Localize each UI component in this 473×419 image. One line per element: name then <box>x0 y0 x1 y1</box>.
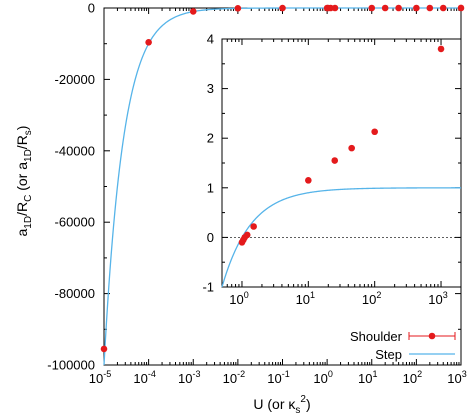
inset-y-tick-label: -1 <box>202 280 214 295</box>
inset-shoulder-point <box>371 128 378 136</box>
main-x-tick-label: 101 <box>358 369 377 386</box>
inset-y-tick-label: 2 <box>207 131 214 146</box>
main-x-tick-label: 10-3 <box>178 369 200 386</box>
main-x-tick-label: 102 <box>403 369 422 386</box>
inset-x-tick-label: 102 <box>362 290 381 307</box>
inset-step-line <box>221 187 462 288</box>
main-shoulder-point <box>100 345 108 353</box>
y-axis-label: a1D/RC (or a1D/Rs) <box>14 126 34 237</box>
main-y-axis: 0 -20000 -40000 -60000 -80000 -100000 <box>47 1 461 373</box>
inset-x-tick-label: 103 <box>428 290 447 307</box>
main-y-tick-label: -40000 <box>55 143 95 158</box>
inset-step-curve <box>221 187 462 288</box>
inset-y-axis: -1 0 1 2 3 4 <box>202 32 461 295</box>
inset-y-tick-label: 3 <box>207 81 214 96</box>
main-shoulder-point <box>457 4 465 12</box>
inset-shoulder-point <box>305 177 312 184</box>
main-shoulder-point <box>395 4 402 12</box>
inset-shoulder-point <box>331 157 339 164</box>
inset-shoulder-point <box>243 231 251 239</box>
inset-x-tick-label: 101 <box>296 290 315 307</box>
main-shoulder-point <box>234 5 242 12</box>
main-shoulder-points <box>100 4 465 353</box>
x-axis-label: U (or κs2) <box>253 394 310 416</box>
legend-shoulder-label: Shoulder <box>350 329 403 344</box>
main-x-tick-label: 10-4 <box>133 369 155 386</box>
legend-shoulder-marker <box>428 332 436 340</box>
main-shoulder-point <box>426 4 434 12</box>
inset-frame <box>221 38 462 288</box>
inset-plot <box>221 38 462 288</box>
main-x-tick-label: 103 <box>447 369 466 386</box>
main-y-tick-label: -100000 <box>47 358 95 373</box>
inset-shoulder-points <box>238 45 445 246</box>
inset-y-tick-label: 0 <box>207 230 214 245</box>
main-x-tick-label: 10-2 <box>223 369 245 386</box>
legend: Shoulder Step <box>350 329 456 362</box>
main-shoulder-point <box>145 38 152 46</box>
main-shoulder-point <box>368 4 376 12</box>
main-y-tick-label: -20000 <box>55 72 95 87</box>
main-shoulder-point <box>331 4 339 12</box>
inset-shoulder-point <box>348 144 355 152</box>
inset-y-tick-label: 1 <box>207 180 214 195</box>
main-y-tick-label: 0 <box>88 1 95 16</box>
inset-shoulder-point <box>250 223 257 230</box>
main-y-tick-label: -80000 <box>55 286 95 301</box>
inset-x-tick-label: 100 <box>229 290 248 307</box>
inset-shoulder-point <box>437 45 445 53</box>
main-shoulder-point <box>381 4 389 12</box>
main-x-tick-label: 100 <box>313 369 332 386</box>
main-shoulder-point <box>189 8 197 15</box>
main-shoulder-point <box>439 4 447 12</box>
main-x-tick-label: 10-5 <box>89 369 111 386</box>
inset-y-tick-label: 4 <box>207 32 214 47</box>
main-y-tick-label: -60000 <box>55 215 95 230</box>
legend-step-label: Step <box>375 347 402 362</box>
main-x-tick-label: 10-1 <box>267 369 289 386</box>
main-shoulder-point <box>279 4 286 12</box>
inset-x-axis: 100 101 102 103 <box>221 39 462 307</box>
main-shoulder-point <box>413 4 420 12</box>
